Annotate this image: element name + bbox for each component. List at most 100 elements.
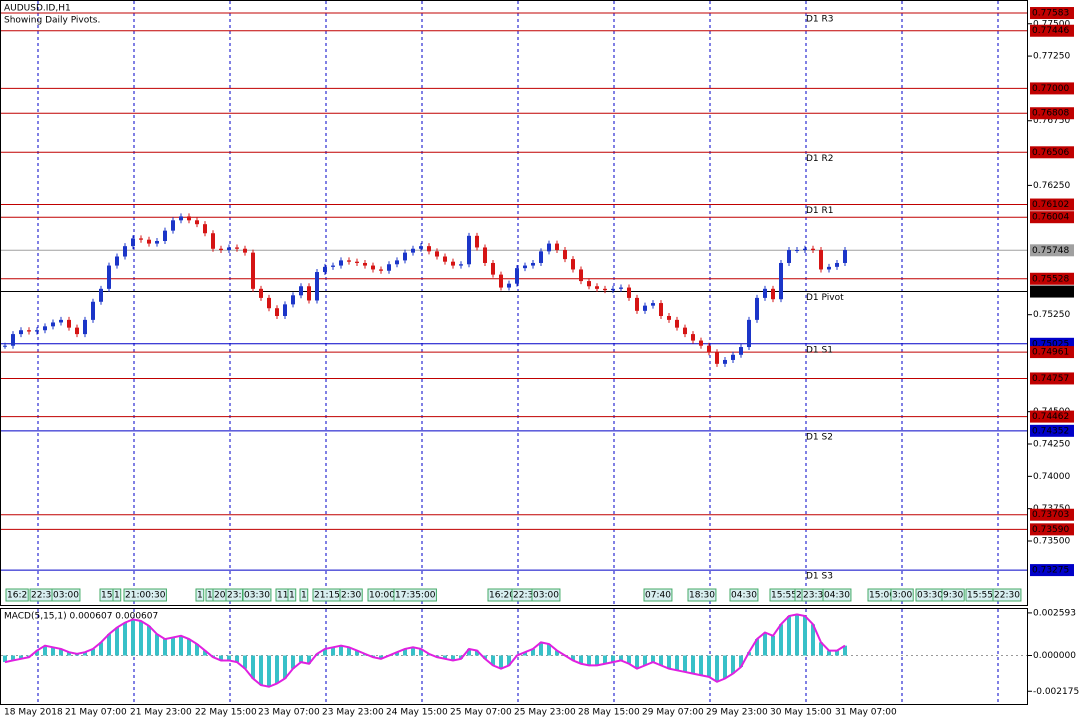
session-label: 21:15	[314, 591, 340, 601]
candle-body	[459, 264, 463, 266]
level-label: 0.74352	[1032, 426, 1069, 436]
macd-title: MACD(5,15,1) 0.000607 0.000607	[4, 612, 158, 622]
macd-bar	[251, 655, 255, 679]
macd-bar	[411, 647, 415, 656]
candle-body	[3, 345, 7, 347]
candle-body	[515, 268, 519, 284]
macd-bar	[619, 655, 623, 661]
session-box	[51, 588, 81, 602]
candle-body	[331, 265, 335, 267]
x-tick-label: 23 May 23:00	[322, 708, 384, 718]
plot	[3, 213, 847, 688]
y-tick-label: 0.76750	[1033, 116, 1070, 126]
x-tick-label: 23 May 07:00	[258, 708, 320, 718]
y-tick-label: 0.77250	[1033, 52, 1070, 62]
candle-body	[19, 330, 23, 335]
session-label: 1	[289, 591, 295, 601]
candle-body	[443, 256, 447, 262]
session-box	[393, 588, 437, 602]
session-label: 22:3	[31, 591, 51, 601]
candle-body	[211, 233, 215, 249]
candle-body	[555, 243, 559, 251]
macd-bar	[219, 655, 223, 661]
session-label: 15:55	[967, 591, 993, 601]
level-box	[1030, 410, 1074, 423]
candle-body	[267, 297, 271, 309]
candle-body	[803, 248, 807, 251]
macd-bar	[611, 655, 615, 663]
candle-body	[299, 286, 303, 296]
macd-bar	[651, 655, 655, 663]
macd-bar	[163, 639, 167, 656]
macd-bar	[755, 639, 759, 656]
session-box	[339, 588, 363, 602]
x-tick-label: 21 May 23:00	[130, 708, 192, 718]
macd-bar	[395, 652, 399, 656]
y-tick-label: 0.77500	[1033, 19, 1070, 29]
candle-body	[571, 259, 575, 270]
session-label: 3:00	[892, 591, 912, 601]
x-tick-label: 21 May 07:00	[65, 708, 127, 718]
candle-body	[323, 266, 327, 273]
candle-body	[683, 327, 687, 335]
candle-body	[395, 260, 399, 265]
candle-body	[51, 322, 55, 327]
session-box	[992, 588, 1022, 602]
session-label: 23:	[227, 591, 241, 601]
x-tick-label: 30 May 15:00	[770, 708, 832, 718]
session-label: 16:2	[7, 591, 27, 601]
candle-body	[251, 252, 255, 289]
pivot-name: D1 R2	[806, 154, 834, 164]
candle-body	[499, 274, 503, 288]
candle-body	[507, 283, 511, 288]
macd-bar	[379, 655, 383, 659]
x-tick-label: 29 May 07:00	[642, 708, 704, 718]
candle-body	[595, 286, 599, 289]
candle-body	[219, 248, 223, 251]
level-box	[1030, 285, 1074, 298]
candle-body	[187, 216, 191, 221]
x-tick-label: 29 May 23:00	[706, 708, 768, 718]
macd-bar	[499, 655, 503, 669]
macd-bar	[787, 616, 791, 656]
candle-body	[451, 261, 455, 266]
candle-body	[283, 304, 287, 316]
macd-bar	[123, 622, 127, 656]
candle-body	[843, 250, 847, 263]
level-box	[1030, 211, 1074, 224]
macd-tick-label: -0.002175	[1033, 687, 1079, 697]
macd-bar	[43, 645, 47, 656]
session-label: 07:40	[645, 591, 671, 601]
macd-bar	[667, 655, 671, 669]
macd-bar	[539, 642, 543, 656]
session-label: 15:00	[869, 591, 895, 601]
level-box	[1030, 523, 1074, 536]
level-box	[1030, 244, 1074, 257]
candle-body	[131, 238, 135, 247]
macd-bar	[819, 642, 823, 656]
candle-body	[547, 243, 551, 252]
session-box	[729, 588, 759, 602]
candle-body	[427, 246, 431, 252]
session-box	[123, 588, 167, 602]
macd-bar	[731, 655, 735, 674]
candle-body	[107, 265, 111, 289]
candle-body	[635, 297, 639, 311]
candle-body	[435, 251, 439, 257]
candle-body	[59, 319, 63, 323]
session-label: 2:30	[341, 591, 361, 601]
session-label: 03:30	[917, 591, 943, 601]
level-box	[1030, 564, 1074, 577]
session-box	[112, 588, 122, 602]
macd-bar	[11, 655, 15, 661]
candle-body	[147, 239, 151, 244]
macd-bar	[243, 655, 247, 669]
x-tick-label: 28 May 15:00	[578, 708, 640, 718]
session-label: 1	[114, 591, 120, 601]
level-label: 0.75429	[1032, 287, 1069, 297]
macd-bar	[531, 648, 535, 656]
candle-body	[91, 301, 95, 320]
macd-bar	[683, 655, 687, 672]
candle-body	[611, 288, 615, 291]
x-tick-label: 22 May 15:00	[195, 708, 257, 718]
